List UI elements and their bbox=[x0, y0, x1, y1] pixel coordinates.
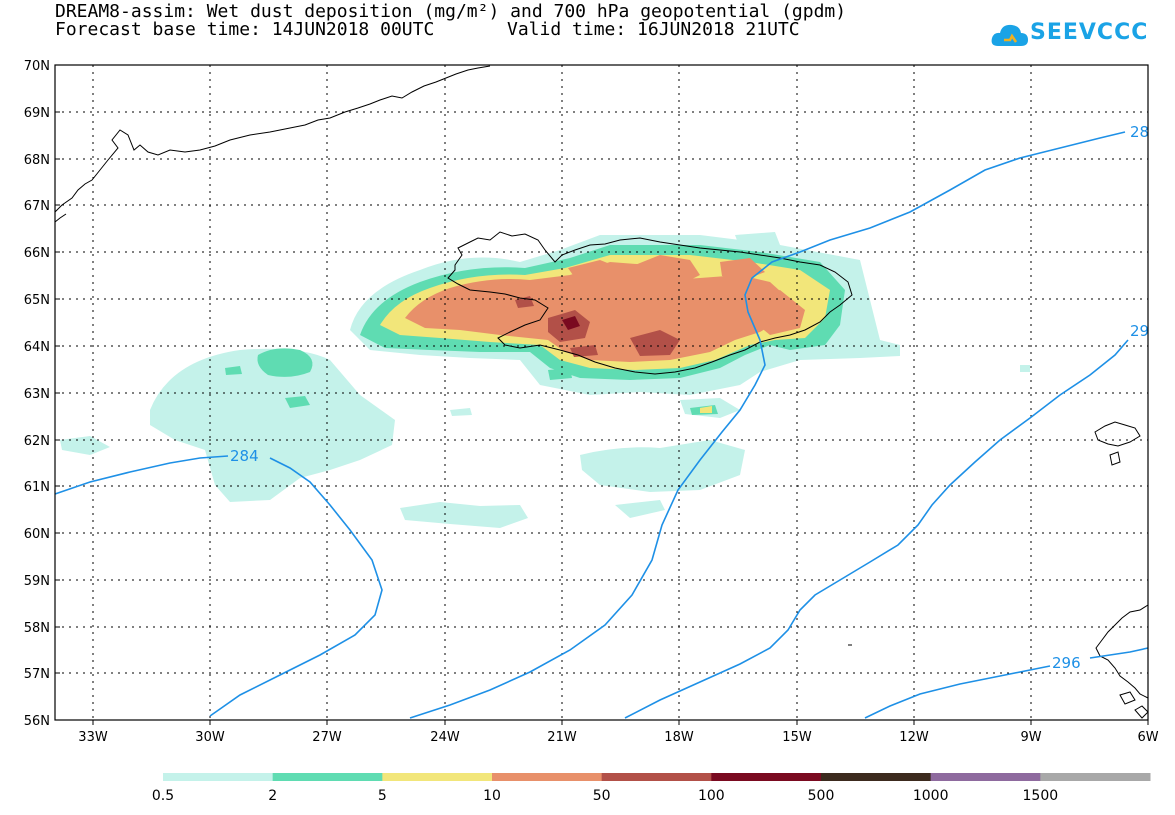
colorbar-label: 0.5 bbox=[152, 788, 174, 804]
colorbar-label: 100 bbox=[698, 788, 725, 804]
lat-label: 66N bbox=[24, 246, 50, 261]
lon-label: 18W bbox=[664, 730, 694, 745]
colorbar-swatch bbox=[1040, 773, 1151, 781]
colorbar-swatch bbox=[272, 773, 383, 781]
lat-label: 62N bbox=[24, 434, 50, 449]
forecast-base-time: Forecast base time: 14JUN2018 00UTC bbox=[55, 19, 435, 40]
lon-label: 21W bbox=[547, 730, 577, 745]
lat-label: 64N bbox=[24, 340, 50, 355]
colorbar-label: 1000 bbox=[913, 788, 949, 804]
lat-label: 70N bbox=[24, 59, 50, 74]
contour-label-28: 28 bbox=[1130, 123, 1149, 141]
logo-text: SEEVCCC bbox=[1030, 20, 1149, 45]
colorbar-label: 10 bbox=[483, 788, 501, 804]
colorbar-swatch bbox=[601, 773, 712, 781]
map-title: DREAM8-assim: Wet dust deposition (mg/m²… bbox=[55, 1, 847, 22]
contour-label-284: 284 bbox=[230, 447, 259, 465]
map-subtitle: Forecast base time: 14JUN2018 00UTC Valid… bbox=[55, 19, 800, 40]
lat-label: 69N bbox=[24, 106, 50, 121]
lat-label: 59N bbox=[24, 574, 50, 589]
colorbar-swatch bbox=[711, 773, 822, 781]
colorbar-label: 50 bbox=[593, 788, 611, 804]
valid-time: Valid time: 16JUN2018 21UTC bbox=[507, 19, 800, 40]
lon-label: 33W bbox=[78, 730, 108, 745]
colorbar-labels: 0.5 2 5 10 50 100 500 1000 1500 bbox=[152, 788, 1058, 804]
lon-label: 9W bbox=[1020, 730, 1041, 745]
colorbar-label: 2 bbox=[268, 788, 277, 804]
lon-label: 24W bbox=[430, 730, 460, 745]
lat-label: 61N bbox=[24, 480, 50, 495]
contour-label-29: 29 bbox=[1130, 322, 1149, 340]
colorbar-swatch bbox=[382, 773, 493, 781]
graticule bbox=[55, 65, 1148, 720]
dust-deposition-field bbox=[60, 232, 1030, 528]
colorbar-label: 500 bbox=[808, 788, 835, 804]
lat-label: 60N bbox=[24, 527, 50, 542]
contour-label-296: 296 bbox=[1052, 654, 1081, 672]
lat-label: 58N bbox=[24, 621, 50, 636]
seevccc-logo: SEEVCCC bbox=[990, 14, 1150, 54]
lon-label: 6W bbox=[1137, 730, 1158, 745]
colorbar-swatch bbox=[163, 773, 274, 781]
coastlines bbox=[54, 65, 1149, 719]
lat-label: 57N bbox=[24, 667, 50, 682]
lon-label: 27W bbox=[312, 730, 342, 745]
lon-label: 30W bbox=[195, 730, 225, 745]
colorbar-swatch bbox=[821, 773, 932, 781]
colorbar bbox=[163, 773, 1151, 781]
lat-label: 63N bbox=[24, 387, 50, 402]
lon-label: 15W bbox=[782, 730, 812, 745]
colorbar-swatch bbox=[930, 773, 1041, 781]
colorbar-label: 5 bbox=[378, 788, 387, 804]
colorbar-label: 1500 bbox=[1023, 788, 1059, 804]
lat-label: 56N bbox=[24, 714, 50, 729]
lat-label: 68N bbox=[24, 153, 50, 168]
lon-label: 12W bbox=[899, 730, 929, 745]
lat-label: 65N bbox=[24, 293, 50, 308]
colorbar-swatch bbox=[492, 773, 603, 781]
lat-label: 67N bbox=[24, 199, 50, 214]
cloud-icon bbox=[991, 24, 1028, 46]
geopotential-contours bbox=[54, 131, 1149, 719]
